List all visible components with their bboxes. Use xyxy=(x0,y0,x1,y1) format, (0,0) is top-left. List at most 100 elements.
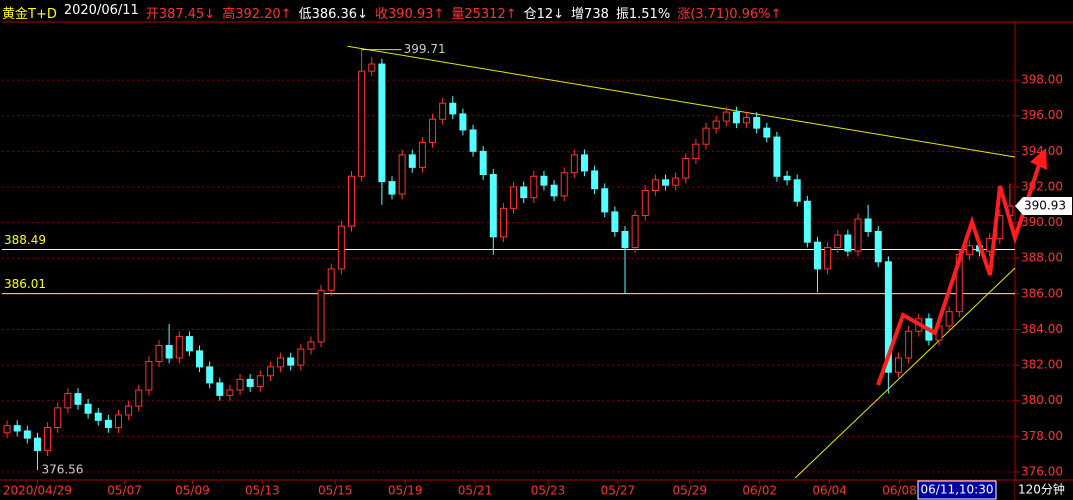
candle-body xyxy=(722,111,730,122)
candle-body xyxy=(692,143,700,159)
candle-body xyxy=(246,378,254,387)
candle-body xyxy=(783,175,791,181)
y-tick-label: 380.00 xyxy=(1021,393,1063,407)
candle-body xyxy=(317,289,325,343)
x-tick-label: 05/19 xyxy=(388,484,423,498)
candle-body xyxy=(266,366,274,377)
y-tick-label: 382.00 xyxy=(1021,358,1063,372)
candle-body xyxy=(753,116,761,129)
candle-body xyxy=(408,154,416,168)
candle-body xyxy=(104,419,112,428)
candle-body xyxy=(459,113,467,131)
candle-body xyxy=(864,218,872,232)
y-tick-label: 386.00 xyxy=(1021,286,1063,300)
candle-body xyxy=(580,154,588,172)
candle-body xyxy=(631,214,639,249)
candle-body xyxy=(651,179,659,192)
candle-body xyxy=(114,414,122,428)
y-tick-label: 394.00 xyxy=(1021,144,1063,158)
candle-body xyxy=(236,378,244,391)
x-tick-label: 06/08 xyxy=(882,484,917,498)
x-tick-label: 05/27 xyxy=(601,484,636,498)
candle-body xyxy=(439,102,447,120)
candle-body xyxy=(682,157,690,179)
x-tick-label: 05/09 xyxy=(175,484,210,498)
candle-body xyxy=(499,207,507,238)
candle-body xyxy=(844,234,852,252)
candle-body xyxy=(611,211,619,232)
x-tick-label: 05/15 xyxy=(318,484,353,498)
header-item: 开387.45↓ xyxy=(145,7,216,22)
x-tick-label: 05/23 xyxy=(531,484,566,498)
header-item: 仓12↓ xyxy=(523,7,565,22)
candle-body xyxy=(3,425,11,434)
level-label: 386.01 xyxy=(4,277,46,291)
x-tick-label: 06/02 xyxy=(742,484,777,498)
candle-body xyxy=(591,170,599,190)
candle-body xyxy=(702,127,710,145)
candle-body xyxy=(479,150,487,175)
candle-body xyxy=(945,311,953,327)
candle-body xyxy=(965,245,973,256)
trend-line xyxy=(794,267,1016,479)
trend-line xyxy=(347,45,1016,158)
candle-body xyxy=(226,389,234,396)
candle-body xyxy=(712,120,720,129)
candle-body xyxy=(165,345,173,359)
candle-body xyxy=(64,393,72,409)
candle-body xyxy=(13,425,21,432)
candle-body xyxy=(601,188,609,213)
cursor-box xyxy=(917,480,997,500)
candle-body xyxy=(530,175,538,199)
candle-body xyxy=(469,129,477,152)
price-tag xyxy=(1015,197,1072,216)
candle-body xyxy=(621,230,629,249)
candle-body xyxy=(196,350,204,368)
candle-body xyxy=(449,102,457,115)
x-tick-label: 2020/04/29 xyxy=(3,484,72,498)
candle-body xyxy=(125,405,133,416)
candle-body xyxy=(418,141,426,168)
zigzag-arrow xyxy=(876,161,1042,386)
candle-body xyxy=(307,341,315,350)
candle-body xyxy=(550,184,558,197)
candle-body xyxy=(773,136,781,177)
x-tick-label: 06/04 xyxy=(812,484,847,498)
candle-body xyxy=(763,127,771,138)
candle-body xyxy=(641,190,649,216)
candle-body xyxy=(834,234,842,249)
y-tick-label: 376.00 xyxy=(1021,464,1063,478)
header-item: 量25312↑ xyxy=(451,7,517,22)
candle-body xyxy=(206,366,214,384)
candle-body xyxy=(743,116,751,124)
x-tick-label: 05/07 xyxy=(107,484,142,498)
candle-body xyxy=(884,261,892,373)
candle-body xyxy=(672,177,680,186)
candle-body xyxy=(874,230,882,263)
candle-body xyxy=(23,430,31,439)
low-label: 376.56 xyxy=(41,463,83,477)
candle-body xyxy=(256,375,264,387)
x-tick-label: 05/29 xyxy=(673,484,708,498)
candle-body xyxy=(175,336,183,359)
cursor-label: 06/11,10:30 xyxy=(921,483,994,497)
drawn-arrows xyxy=(876,148,1047,386)
header-item: 增738 xyxy=(571,7,609,22)
candle-body xyxy=(368,63,376,72)
candle-body xyxy=(813,241,821,270)
candle-body xyxy=(145,361,153,391)
candle-body xyxy=(854,218,862,252)
candle-body xyxy=(54,407,62,428)
candle-body xyxy=(347,175,355,227)
candle-body xyxy=(388,181,396,195)
candle-body xyxy=(662,179,670,186)
candle-body xyxy=(74,393,82,405)
candle-body xyxy=(520,186,528,199)
candle-body xyxy=(905,330,913,359)
candle-body xyxy=(287,357,295,366)
y-tick-label: 384.00 xyxy=(1021,322,1063,336)
header-item: 振1.51% xyxy=(615,7,671,22)
candle-body xyxy=(824,247,832,270)
